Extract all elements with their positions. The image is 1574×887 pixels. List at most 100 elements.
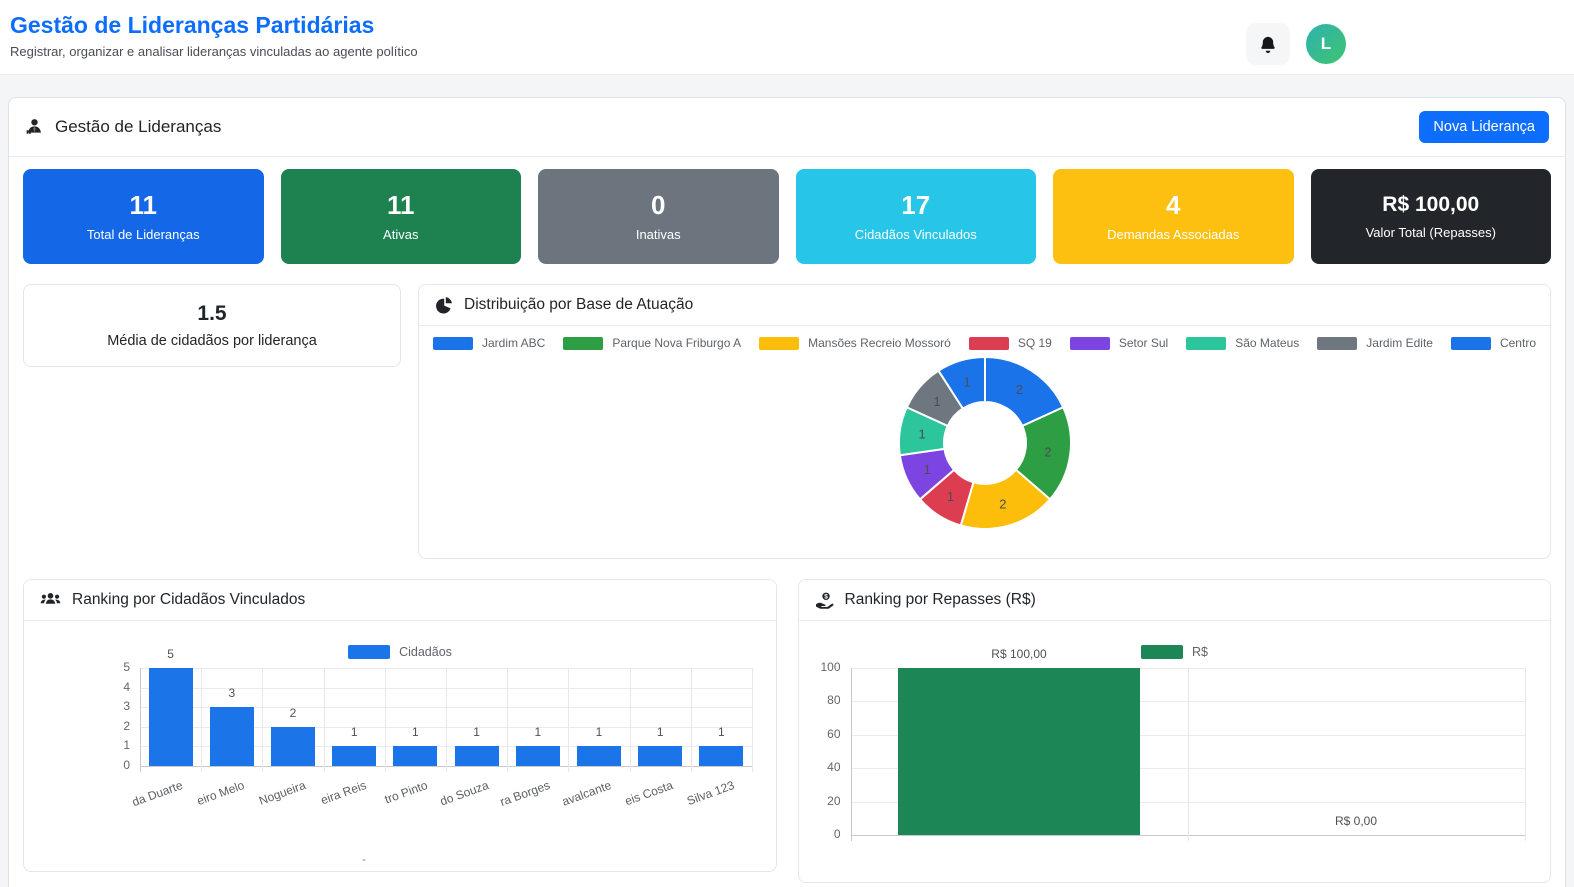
- stat-value: R$ 100,00: [1382, 193, 1480, 217]
- legend-swatch: [1317, 336, 1358, 350]
- gridline-v: [262, 668, 263, 772]
- leadership-panel-body: 11 Total de Lideranças 11 Ativas 0 Inati…: [9, 157, 1565, 887]
- x-axis-tick-label: eiro Melo: [194, 778, 247, 809]
- donut-legend-item[interactable]: Parque Nova Friburgo A: [563, 336, 741, 350]
- y-axis-tick-label: 40: [827, 760, 841, 775]
- bar-value-label: 1: [656, 725, 664, 739]
- donut-slice-value: 1: [918, 426, 925, 441]
- axis-note-dash: -: [362, 854, 366, 866]
- panel-title: Gestão de Lideranças: [55, 117, 222, 136]
- new-leadership-button[interactable]: Nova Liderança: [1419, 111, 1549, 143]
- donut-legend-item[interactable]: Mansões Recreio Mossoró: [759, 336, 951, 350]
- gridline-v: [385, 668, 386, 772]
- donut-legend-item[interactable]: SQ 19: [968, 336, 1052, 350]
- legend-label: Jardim Edite: [1366, 336, 1433, 350]
- y-axis-tick-label: 100: [820, 660, 841, 674]
- average-label: Média de cidadãos por liderança: [107, 333, 317, 349]
- donut-legend-item[interactable]: Jardim ABC: [432, 336, 545, 350]
- repasses-bar-chart: R$ 0 20 40 60 80 100 R$ 100,00 R$ 0,00: [799, 621, 1551, 871]
- y-axis-tick-label: 0: [833, 827, 841, 841]
- donut-slice-value: 1: [923, 462, 930, 477]
- gridline-v: [507, 668, 508, 772]
- bar-value-label: R$ 100,00: [991, 647, 1047, 661]
- gridline-v: [1524, 668, 1526, 841]
- stat-label: Inativas: [635, 227, 681, 243]
- y-axis-tick-label: 2: [123, 718, 130, 733]
- bar-0: [148, 668, 193, 766]
- legend-swatch: [1186, 336, 1227, 350]
- legend-label: Cidadãos: [399, 645, 452, 659]
- page-subtitle: Registrar, organizar e analisar lideranç…: [10, 44, 418, 59]
- legend-swatch: [432, 336, 473, 350]
- bar-8: [638, 746, 683, 766]
- donut-legend-item[interactable]: São Mateus: [1186, 336, 1299, 350]
- bar-value-label: 1: [473, 725, 480, 739]
- avatar-initial: L: [1320, 34, 1332, 53]
- legend-swatch: [759, 336, 800, 350]
- stats-row: 11 Total de Lideranças 11 Ativas 0 Inati…: [23, 169, 1551, 264]
- ranking-citizens-card: Ranking por Cidadãos Vinculados - Cidadã…: [23, 579, 777, 872]
- legend-swatch: [348, 645, 391, 659]
- page-title: Gestão de Lideranças Partidárias: [10, 12, 375, 38]
- ranking-repasses-header: $ Ranking por Repasses (R$): [798, 580, 1550, 621]
- panel-title-block: Gestão de Lideranças: [25, 117, 221, 137]
- gridline-v: [324, 668, 325, 772]
- legend-label: Parque Nova Friburgo A: [612, 336, 742, 350]
- x-axis-tick-label: ra Borges: [498, 778, 553, 809]
- bar-5: [454, 746, 499, 766]
- bell-icon: [1259, 35, 1277, 53]
- header-actions: L: [1246, 10, 1556, 74]
- y-axis-tick-label: 4: [123, 679, 130, 694]
- x-axis-tick-label: do Souza: [438, 778, 491, 809]
- y-axis-tick-label: 5: [123, 660, 130, 674]
- gridline-v: [446, 668, 447, 772]
- stat-value: 4: [1166, 189, 1181, 220]
- bar-4: [393, 746, 438, 766]
- legend-swatch: [968, 336, 1009, 350]
- hand-holding-dollar-icon: $: [815, 592, 834, 609]
- page-header: Gestão de Lideranças Partidárias Registr…: [0, 0, 1574, 75]
- donut-legend: Jardim ABC Parque Nova Friburgo A Mansões …: [419, 336, 1550, 350]
- donut-legend-item[interactable]: Jardim Edite: [1317, 336, 1433, 350]
- donut-slice-value: 1: [947, 489, 954, 504]
- donut-legend-item[interactable]: Setor Sul: [1069, 336, 1168, 350]
- bar-9: [699, 746, 744, 766]
- bar-value-label: 1: [595, 725, 603, 739]
- bar-value-label: 2: [289, 706, 297, 720]
- bar-value-label: 1: [718, 725, 725, 739]
- ranking-citizens-title: Ranking por Cidadãos Vinculados: [72, 591, 306, 608]
- bar-legend[interactable]: R$: [799, 645, 1551, 659]
- legend-swatch: [1069, 336, 1110, 350]
- second-row: 1.5 Média de cidadãos por liderança Dist…: [23, 284, 1551, 559]
- distribution-card-header: Distribuição por Base de Atuação: [419, 285, 1550, 326]
- stat-label: Total de Lideranças: [86, 227, 200, 243]
- donut-slice-value: 1: [933, 394, 940, 409]
- legend-label: R$: [1192, 645, 1208, 659]
- stat-card-inativas: 0 Inativas: [538, 169, 779, 264]
- user-avatar[interactable]: L: [1306, 24, 1346, 64]
- x-axis-tick-label: da Duarte: [130, 778, 185, 810]
- pie-chart-icon: [435, 296, 453, 314]
- donut-slice-value: 2: [1015, 382, 1022, 397]
- stat-label: Ativas: [383, 227, 419, 243]
- stat-value: 11: [129, 189, 158, 220]
- gridline-v: [201, 668, 202, 772]
- average-citizens-card: 1.5 Média de cidadãos por liderança: [23, 284, 401, 367]
- donut-legend-item[interactable]: Centro: [1450, 336, 1536, 350]
- y-axis-tick-label: 60: [827, 726, 841, 741]
- distribution-title: Distribuição por Base de Atuação: [464, 296, 694, 313]
- x-axis-tick-label: avalcante: [560, 778, 614, 809]
- stat-card-total-liderancas: 11 Total de Lideranças: [23, 169, 264, 264]
- stat-card-valor-total-repasses: R$ 100,00 Valor Total (Repasses): [1310, 169, 1551, 264]
- donut-chart: 2 2 2 1 1 1 1 1: [897, 355, 1072, 530]
- main-content: Gestão de Lideranças Nova Liderança 11 T…: [0, 75, 1574, 887]
- donut-slice-value: 1: [963, 375, 970, 390]
- stat-value: 11: [387, 189, 415, 220]
- gridline-v: [850, 668, 852, 841]
- citizens-bar-chart: - Cidadãos 0 1 2 3 4 5 5 da Duarte 3 eiro Melo 2 Nog…: [24, 621, 776, 871]
- stat-card-cidadaos-vinculados: 17 Cidadãos Vinculados: [795, 169, 1036, 264]
- notifications-button[interactable]: [1246, 23, 1290, 65]
- gridline-v: [691, 668, 692, 772]
- bar-legend[interactable]: Cidadãos: [24, 645, 776, 659]
